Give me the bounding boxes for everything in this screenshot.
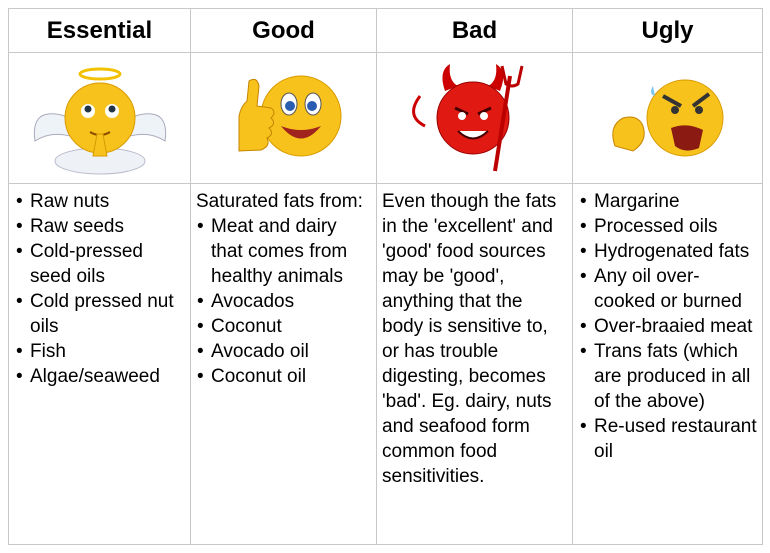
image-cell <box>190 52 377 184</box>
list-item: Trans fats (which are produced in all of… <box>580 339 758 414</box>
body-cell: Even though the fats in the 'excellent' … <box>376 183 573 545</box>
list-item: Re-used restaurant oil <box>580 414 758 464</box>
bullet-list: MargarineProcessed oilsHydrogenated fats… <box>578 189 758 464</box>
list-item: Hydrogenated fats <box>580 239 758 264</box>
image-row <box>8 52 763 184</box>
header-cell: Bad <box>376 8 573 53</box>
intro-text: Saturated fats from: <box>196 191 363 212</box>
bullet-list: Meat and dairy that comes from healthy a… <box>196 214 372 389</box>
body-cell: Raw nutsRaw seedsCold-pressed seed oilsC… <box>8 183 191 545</box>
list-item: Coconut oil <box>197 364 372 389</box>
list-item: Meat and dairy that comes from healthy a… <box>197 214 372 289</box>
fats-table: Essential Good Bad Ugly <box>8 8 763 545</box>
image-cell <box>8 52 191 184</box>
list-item: Raw seeds <box>16 214 186 239</box>
good-emoji <box>238 75 341 156</box>
body-row: Raw nutsRaw seedsCold-pressed seed oilsC… <box>8 183 763 545</box>
header-cell: Ugly <box>572 8 763 53</box>
list-item: Algae/seaweed <box>16 364 186 389</box>
header-row: Essential Good Bad Ugly <box>8 8 763 53</box>
header-cell: Good <box>190 8 377 53</box>
body-cell: Saturated fats from: Meat and dairy that… <box>190 183 377 545</box>
header-cell: Essential <box>8 8 191 53</box>
paragraph: Even though the fats in the 'excellent' … <box>382 191 557 487</box>
ugly-emoji <box>611 79 723 156</box>
body-cell: MargarineProcessed oilsHydrogenated fats… <box>572 183 763 545</box>
bullet-list: Raw nutsRaw seedsCold-pressed seed oilsC… <box>14 189 186 389</box>
image-cell <box>572 52 763 184</box>
image-cell <box>376 52 573 184</box>
list-item: Cold-pressed seed oils <box>16 239 186 289</box>
list-item: Cold pressed nut oils <box>16 289 186 339</box>
list-item: Coconut <box>197 314 372 339</box>
list-item: Processed oils <box>580 214 758 239</box>
list-item: Fish <box>16 339 186 364</box>
list-item: Avocado oil <box>197 339 372 364</box>
list-item: Raw nuts <box>16 189 186 214</box>
list-item: Over-braaied meat <box>580 314 758 339</box>
list-item: Avocados <box>197 289 372 314</box>
list-item: Any oil over-cooked or burned <box>580 264 758 314</box>
angel-emoji <box>33 67 166 174</box>
list-item: Margarine <box>580 189 758 214</box>
devil-emoji <box>411 63 523 171</box>
